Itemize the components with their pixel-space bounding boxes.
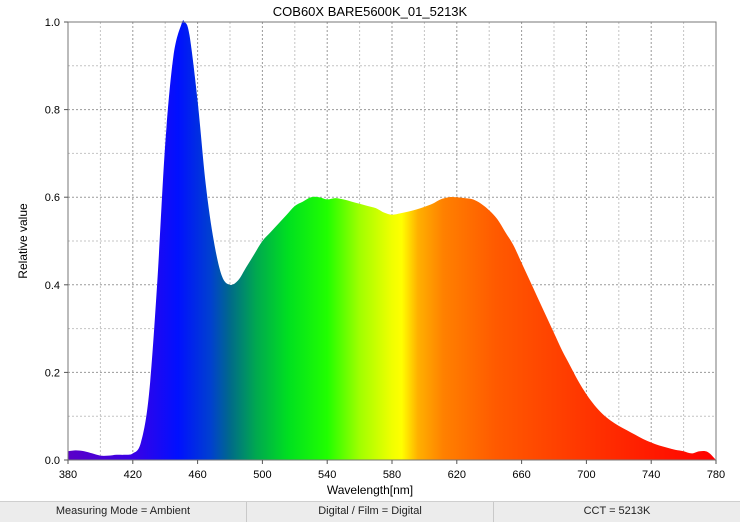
- y-tick-label: 0.4: [45, 280, 60, 292]
- x-tick-label: 620: [448, 469, 466, 481]
- y-tick-label: 0.6: [45, 192, 60, 204]
- x-tick-label: 660: [512, 469, 530, 481]
- x-tick-label: 740: [642, 469, 660, 481]
- x-axis-ticks: 380 420 460 500 540 580 620 660 700 740 780: [59, 460, 725, 481]
- x-axis-label: Wavelength[nm]: [327, 483, 413, 497]
- y-tick-label: 1.0: [45, 17, 60, 29]
- y-tick-label: 0.8: [45, 105, 60, 117]
- x-tick-label: 700: [577, 469, 595, 481]
- x-tick-label: 780: [707, 469, 725, 481]
- chart-title: COB60X BARE5600K_01_5213K: [273, 4, 468, 19]
- x-tick-label: 500: [253, 469, 271, 481]
- x-tick-label: 580: [383, 469, 401, 481]
- y-tick-label: 0.0: [45, 455, 60, 467]
- x-tick-label: 460: [188, 469, 206, 481]
- measuring-mode-status: Measuring Mode = Ambient: [0, 502, 247, 522]
- spectrum-chart: 380 420 460 500 540 580 620 660 700 740 780 0.0 0.2…: [16, 4, 725, 497]
- x-tick-label: 420: [124, 469, 142, 481]
- status-bar: Measuring Mode = Ambient Digital / Film …: [0, 501, 740, 522]
- cct-status: CCT = 5213K: [494, 502, 740, 522]
- spectrum-chart-svg: 380 420 460 500 540 580 620 660 700 740 780 0.0 0.2…: [16, 4, 725, 497]
- x-tick-label: 380: [59, 469, 77, 481]
- y-axis-ticks: 0.0 0.2 0.4 0.6 0.8 1.0: [45, 17, 68, 467]
- y-tick-label: 0.2: [45, 367, 60, 379]
- y-axis-label: Relative value: [16, 203, 30, 279]
- spectrum-area: [68, 20, 716, 461]
- digital-film-status: Digital / Film = Digital: [247, 502, 494, 522]
- x-tick-label: 540: [318, 469, 336, 481]
